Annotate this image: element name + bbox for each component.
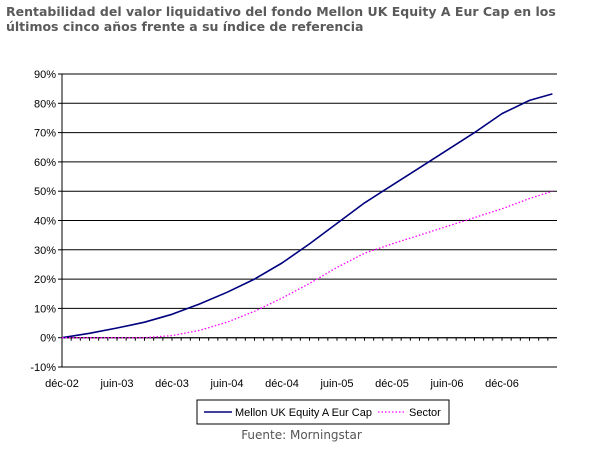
y-tick-label: 90%: [34, 69, 56, 81]
y-tick-label: 60%: [34, 157, 56, 169]
y-tick-label: 10%: [34, 303, 56, 315]
legend-box: [196, 399, 450, 425]
x-tick-label: déc-04: [265, 378, 299, 390]
x-tick-label: déc-02: [45, 378, 79, 390]
legend-label: Sector: [409, 407, 441, 419]
gridlines: [62, 73, 557, 368]
x-tick-label: juin-04: [209, 378, 243, 390]
series-line: [62, 190, 553, 339]
chart-title: Rentabilidad del valor liquidativo del f…: [6, 4, 556, 34]
x-tick-labels: déc-02 juin-03 déc-03 juin-04 déc-04 juin-05 d…: [45, 378, 519, 390]
y-tick-label: 20%: [34, 274, 56, 286]
x-tick-label: déc-03: [155, 378, 189, 390]
source-note: Fuente: Morningstar: [241, 428, 362, 442]
y-tick-label: 40%: [34, 216, 56, 228]
y-tick-label: 70%: [34, 128, 56, 140]
series-lines: [61, 93, 553, 339]
y-tick-label: 50%: [34, 186, 56, 198]
y-tick-label: 0%: [40, 333, 56, 345]
y-tick-labels: -10% 0% 10% 20% 30% 40% 50% 60% 70% 80% 90%: [30, 69, 56, 374]
x-tick-label: juin-06: [429, 378, 463, 390]
x-tick-label: juin-05: [319, 378, 353, 390]
x-tick-label: déc-06: [485, 378, 519, 390]
legend-label: Mellon UK Equity A Eur Cap: [235, 407, 372, 419]
y-tick-label: -10%: [30, 362, 56, 374]
y-tick-label: 30%: [34, 245, 56, 257]
legend: Mellon UK Equity A Eur Cap Sector: [196, 399, 450, 425]
series-line: [61, 93, 553, 339]
x-tick-label: déc-05: [375, 378, 409, 390]
y-tick-label: 80%: [34, 98, 56, 110]
axes: [58, 73, 557, 368]
x-tick-label: juin-03: [99, 378, 133, 390]
